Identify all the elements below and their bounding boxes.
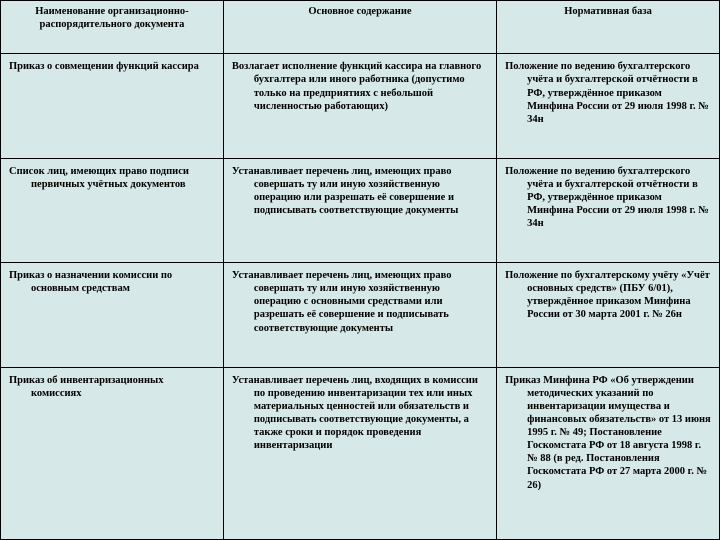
header-name: Наименование организационно-распорядител… (1, 1, 224, 54)
table-row: Приказ о назначении комиссии по основным… (1, 263, 720, 367)
cell-desc-text: Возлагает исполнение функций кассира на … (232, 60, 488, 113)
cell-norm-text: Приказ Минфина РФ «Об утверждении методи… (505, 374, 711, 492)
cell-desc: Устанавливает перечень лиц, имеющих прав… (223, 263, 496, 367)
cell-norm-text: Положение по ведению бухгалтерского учёт… (505, 165, 711, 231)
cell-name: Приказ об инвентаризационных комиссиях (1, 367, 224, 539)
cell-desc: Устанавливает перечень лиц, входящих в к… (223, 367, 496, 539)
cell-name: Список лиц, имеющих право подписи первич… (1, 158, 224, 262)
table-row: Приказ о совмещении функций кассира Возл… (1, 54, 720, 158)
cell-name-text: Приказ о совмещении функций кассира (9, 60, 215, 73)
cell-norm: Положение по ведению бухгалтерского учёт… (497, 158, 720, 262)
header-norm: Нормативная база (497, 1, 720, 54)
cell-desc: Возлагает исполнение функций кассира на … (223, 54, 496, 158)
cell-desc: Устанавливает перечень лиц, имеющих прав… (223, 158, 496, 262)
cell-desc-text: Устанавливает перечень лиц, имеющих прав… (232, 269, 488, 335)
cell-name-text: Список лиц, имеющих право подписи первич… (9, 165, 215, 191)
table-header-row: Наименование организационно-распорядител… (1, 1, 720, 54)
cell-name: Приказ о назначении комиссии по основным… (1, 263, 224, 367)
cell-name-text: Приказ об инвентаризационных комиссиях (9, 374, 215, 400)
table-row: Список лиц, имеющих право подписи первич… (1, 158, 720, 262)
header-desc: Основное содержание (223, 1, 496, 54)
cell-norm: Приказ Минфина РФ «Об утверждении методи… (497, 367, 720, 539)
cell-desc-text: Устанавливает перечень лиц, входящих в к… (232, 374, 488, 453)
cell-norm: Положение по ведению бухгалтерского учёт… (497, 54, 720, 158)
table-row: Приказ об инвентаризационных комиссиях У… (1, 367, 720, 539)
regulatory-documents-table: Наименование организационно-распорядител… (0, 0, 720, 540)
cell-name-text: Приказ о назначении комиссии по основным… (9, 269, 215, 295)
cell-norm-text: Положение по ведению бухгалтерского учёт… (505, 60, 711, 126)
cell-name: Приказ о совмещении функций кассира (1, 54, 224, 158)
cell-norm-text: Положение по бухгалтерскому учёту «Учёт … (505, 269, 711, 322)
cell-desc-text: Устанавливает перечень лиц, имеющих прав… (232, 165, 488, 218)
cell-norm: Положение по бухгалтерскому учёту «Учёт … (497, 263, 720, 367)
